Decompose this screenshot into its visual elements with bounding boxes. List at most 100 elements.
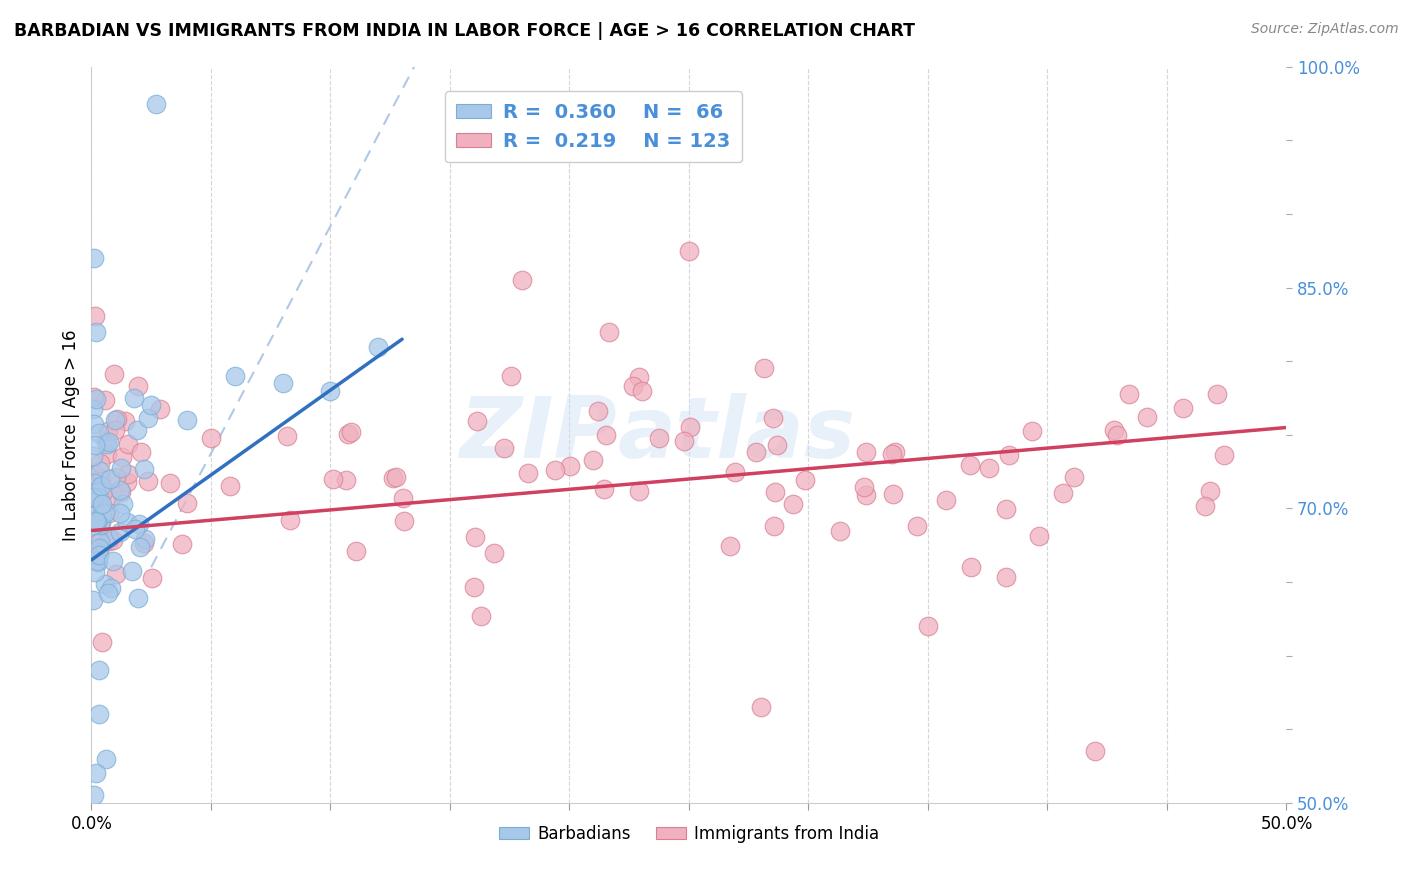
Point	[499, 369, 522, 384]
Point	[852, 480, 875, 494]
Point	[83, 565, 105, 579]
Point	[83, 515, 105, 529]
Legend: Barbadians, Immigrants from India: Barbadians, Immigrants from India	[492, 818, 886, 850]
Point	[86, 484, 108, 499]
Point	[101, 553, 124, 567]
Point	[1028, 528, 1050, 542]
Point	[648, 431, 671, 445]
Point	[628, 370, 651, 384]
Point	[159, 475, 181, 490]
Point	[112, 497, 135, 511]
Point	[544, 463, 567, 477]
Point	[763, 485, 786, 500]
Point	[960, 560, 983, 574]
Point	[89, 541, 111, 555]
Point	[678, 244, 700, 258]
Point	[335, 473, 357, 487]
Point	[110, 484, 132, 499]
Point	[935, 493, 957, 508]
Point	[630, 384, 652, 398]
Point	[141, 571, 163, 585]
Point	[336, 426, 359, 441]
Point	[794, 473, 817, 487]
Point	[339, 425, 361, 439]
Point	[94, 751, 117, 765]
Point	[882, 447, 904, 461]
Point	[108, 506, 131, 520]
Point	[224, 369, 246, 384]
Point	[129, 445, 152, 459]
Point	[749, 700, 772, 714]
Point	[90, 472, 112, 486]
Point	[593, 482, 616, 496]
Point	[621, 379, 644, 393]
Point	[105, 470, 128, 484]
Point	[994, 502, 1017, 516]
Point	[89, 517, 111, 532]
Point	[319, 384, 342, 398]
Point	[91, 634, 114, 648]
Point	[82, 509, 104, 524]
Point	[385, 470, 408, 484]
Point	[82, 402, 104, 417]
Point	[977, 461, 1000, 475]
Point	[382, 470, 405, 484]
Point	[628, 483, 651, 498]
Point	[117, 467, 139, 481]
Point	[82, 449, 104, 463]
Point	[84, 476, 107, 491]
Point	[367, 340, 389, 354]
Point	[97, 425, 120, 439]
Point	[482, 546, 505, 560]
Point	[134, 532, 156, 546]
Point	[917, 619, 939, 633]
Point	[718, 539, 741, 553]
Point	[84, 309, 107, 323]
Point	[87, 545, 110, 559]
Point	[97, 585, 120, 599]
Point	[276, 429, 298, 443]
Point	[114, 414, 136, 428]
Point	[84, 514, 107, 528]
Point	[83, 485, 105, 500]
Text: ZIP: ZIP	[460, 393, 617, 476]
Point	[959, 458, 981, 473]
Point	[994, 569, 1017, 583]
Point	[1205, 387, 1227, 401]
Point	[1118, 386, 1140, 401]
Point	[83, 252, 105, 266]
Point	[94, 577, 117, 591]
Point	[176, 496, 198, 510]
Point	[96, 447, 118, 461]
Y-axis label: In Labor Force | Age > 16: In Labor Force | Age > 16	[62, 329, 80, 541]
Point	[100, 581, 122, 595]
Point	[754, 360, 776, 375]
Text: Source: ZipAtlas.com: Source: ZipAtlas.com	[1251, 22, 1399, 37]
Point	[494, 441, 516, 455]
Point	[87, 664, 110, 678]
Point	[855, 444, 877, 458]
Point	[127, 378, 149, 392]
Point	[136, 411, 159, 425]
Point	[104, 413, 127, 427]
Point	[90, 516, 112, 530]
Point	[998, 448, 1021, 462]
Point	[598, 325, 620, 339]
Point	[141, 399, 162, 413]
Point	[1063, 470, 1085, 484]
Point	[766, 438, 789, 452]
Text: atlas: atlas	[617, 393, 855, 476]
Point	[176, 413, 198, 427]
Point	[510, 273, 533, 287]
Point	[86, 554, 108, 568]
Point	[94, 392, 117, 407]
Point	[82, 490, 104, 504]
Point	[97, 435, 120, 450]
Point	[1084, 744, 1107, 758]
Point	[124, 522, 146, 536]
Point	[128, 541, 150, 555]
Point	[470, 608, 492, 623]
Point	[882, 487, 904, 501]
Point	[84, 325, 107, 339]
Point	[219, 479, 242, 493]
